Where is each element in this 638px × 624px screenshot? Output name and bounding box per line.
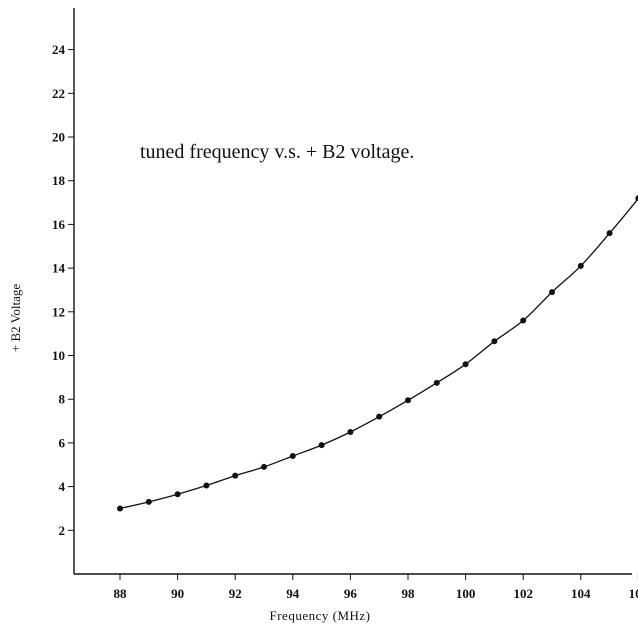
data-point bbox=[145, 498, 152, 505]
y-tick-label: 22 bbox=[52, 86, 65, 101]
y-tick-label: 2 bbox=[59, 523, 66, 538]
data-point bbox=[520, 317, 527, 324]
data-point bbox=[347, 428, 354, 435]
data-point bbox=[203, 482, 210, 489]
data-point bbox=[606, 230, 613, 237]
data-point bbox=[117, 505, 123, 512]
data-point bbox=[174, 491, 181, 498]
y-tick-label: 8 bbox=[59, 392, 66, 407]
x-tick-label: 100 bbox=[456, 586, 476, 601]
data-point bbox=[405, 397, 411, 404]
data-point bbox=[491, 338, 498, 345]
x-tick-label: 88 bbox=[114, 586, 128, 601]
x-tick-label: 92 bbox=[229, 586, 242, 601]
y-tick-label: 6 bbox=[59, 435, 66, 450]
y-axis-title: + B2 Voltage bbox=[8, 284, 23, 352]
data-point bbox=[549, 289, 555, 296]
data-point bbox=[577, 262, 584, 269]
y-tick-label: 14 bbox=[52, 261, 66, 276]
y-tick-label: 24 bbox=[52, 42, 66, 57]
x-tick-label: 106 bbox=[629, 586, 638, 601]
series-line bbox=[119, 197, 638, 510]
y-tick-label: 16 bbox=[52, 217, 66, 232]
x-tick-label: 104 bbox=[571, 586, 591, 601]
y-tick-label: 20 bbox=[52, 130, 65, 145]
data-point bbox=[232, 472, 239, 479]
y-tick-label: 12 bbox=[52, 304, 65, 319]
y-tick-label: 4 bbox=[59, 479, 66, 494]
x-tick-label: 96 bbox=[344, 586, 358, 601]
data-point bbox=[433, 379, 440, 386]
data-points bbox=[117, 195, 638, 512]
data-point bbox=[462, 361, 469, 368]
x-tick-label: 94 bbox=[286, 586, 300, 601]
data-point bbox=[376, 413, 383, 420]
data-point bbox=[635, 195, 638, 202]
data-point bbox=[289, 453, 296, 460]
x-tick-label: 102 bbox=[513, 586, 533, 601]
data-point bbox=[318, 442, 325, 449]
x-tick-label: 98 bbox=[402, 586, 416, 601]
chart-title: tuned frequency v.s. + B2 voltage. bbox=[140, 141, 414, 163]
y-tick-label: 18 bbox=[52, 173, 66, 188]
ticks: 8890929496981001021041061082468101214161… bbox=[52, 42, 638, 601]
data-point bbox=[261, 463, 267, 470]
x-tick-label: 90 bbox=[171, 586, 184, 601]
axes bbox=[73, 8, 632, 575]
x-axis-title: Frequency (MHz) bbox=[270, 608, 371, 623]
y-tick-label: 10 bbox=[52, 348, 65, 363]
